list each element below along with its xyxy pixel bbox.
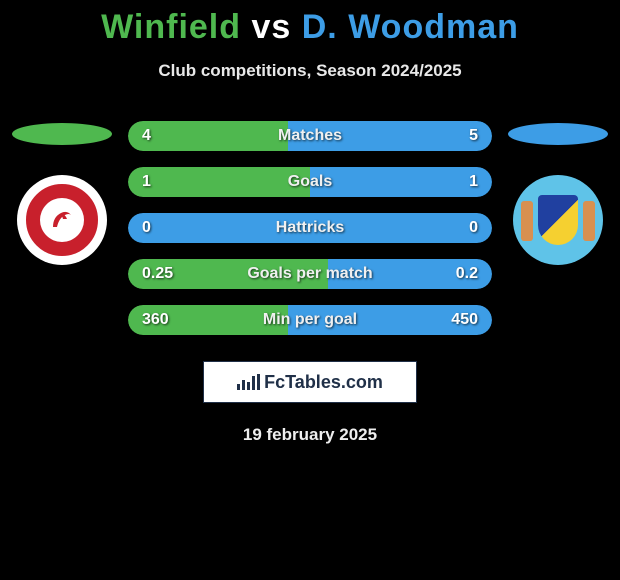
stat-right-value: 0.2	[456, 265, 478, 283]
right-column	[498, 121, 618, 265]
left-column	[2, 121, 122, 265]
badge-shield-icon	[538, 195, 578, 245]
stat-right-value: 5	[469, 127, 478, 145]
stat-left-value: 1	[142, 173, 151, 191]
stat-bar: 0 0 Hattricks	[128, 213, 492, 243]
stat-left-value: 0	[142, 219, 151, 237]
bar-right-fill	[310, 167, 492, 197]
page-title: Winfield vs D. Woodman	[0, 8, 620, 47]
stat-label: Goals	[288, 173, 332, 191]
stat-label: Min per goal	[263, 311, 357, 329]
stat-bar: 360 450 Min per goal	[128, 305, 492, 335]
bar-left-fill	[128, 121, 288, 151]
stat-bar: 4 5 Matches	[128, 121, 492, 151]
stat-left-value: 0.25	[142, 265, 173, 283]
brand-box[interactable]: FcTables.com	[203, 361, 417, 403]
stat-label: Hattricks	[276, 219, 344, 237]
comparison-widget: Winfield vs D. Woodman Club competitions…	[0, 0, 620, 445]
left-club-badge	[17, 175, 107, 265]
badge-figure-icon	[583, 201, 595, 241]
stat-right-value: 0	[469, 219, 478, 237]
stat-bar: 0.25 0.2 Goals per match	[128, 259, 492, 289]
stats-container: 4 5 Matches 1 1 Goals 0 0 Hattricks 0.25 0.2 Goals …	[122, 121, 498, 335]
right-player-marker	[508, 123, 608, 145]
stat-left-value: 360	[142, 311, 169, 329]
player-right-name: D. Woodman	[302, 8, 519, 46]
player-left-name: Winfield	[101, 8, 241, 46]
stat-bar: 1 1 Goals	[128, 167, 492, 197]
stat-label: Goals per match	[247, 265, 372, 283]
badge-center-icon	[40, 198, 84, 242]
chart-icon	[237, 374, 260, 390]
subtitle: Club competitions, Season 2024/2025	[0, 61, 620, 81]
stat-right-value: 1	[469, 173, 478, 191]
stat-label: Matches	[278, 127, 342, 145]
footer-date: 19 february 2025	[0, 425, 620, 445]
main-row: 4 5 Matches 1 1 Goals 0 0 Hattricks 0.25 0.2 Goals …	[0, 121, 620, 335]
badge-ring	[23, 181, 101, 259]
stat-right-value: 450	[451, 311, 478, 329]
right-club-badge	[513, 175, 603, 265]
vs-text: vs	[251, 8, 291, 46]
brand-text: FcTables.com	[264, 372, 383, 393]
bar-left-fill	[128, 167, 310, 197]
badge-figure-icon	[521, 201, 533, 241]
stat-left-value: 4	[142, 127, 151, 145]
left-player-marker	[12, 123, 112, 145]
